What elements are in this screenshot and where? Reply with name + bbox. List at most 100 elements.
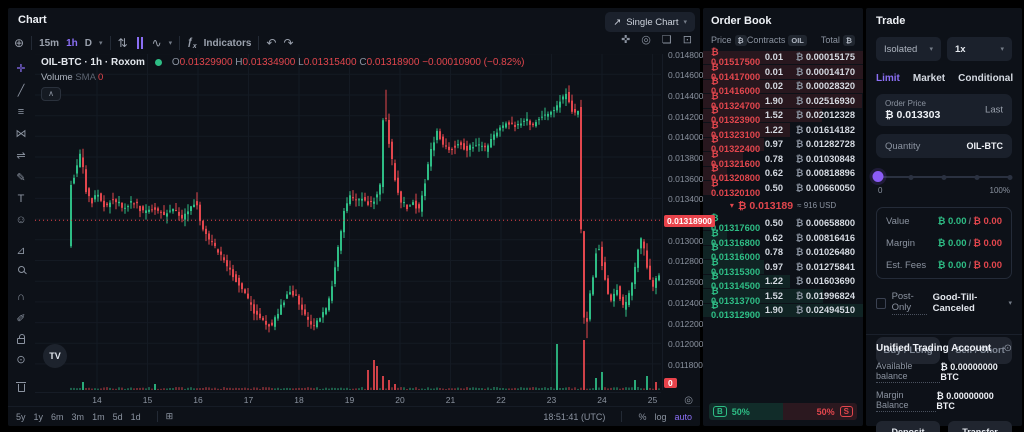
ask-row[interactable]: ₿ 0.01322400 0.97 ₿ 0.01282728 bbox=[703, 134, 863, 154]
slider-knob[interactable] bbox=[872, 171, 884, 182]
scale-auto[interactable]: auto bbox=[674, 411, 692, 422]
legend-collapse-button[interactable]: ∧ bbox=[41, 87, 61, 101]
fullscreen-icon[interactable]: ❏ bbox=[661, 34, 672, 46]
order-book-header: Order Book bbox=[703, 8, 863, 27]
pattern-tool[interactable]: ⋈ bbox=[15, 128, 27, 140]
chart-settings-icon[interactable]: ◎ bbox=[641, 34, 651, 46]
ask-row[interactable]: ₿ 0.01323900 1.52 ₿ 0.02012328 bbox=[703, 105, 863, 125]
scale-percent[interactable]: % bbox=[638, 411, 647, 422]
price-axis[interactable]: 0.01480000 0.01460000 0.01440000 0.01420000… bbox=[662, 50, 715, 390]
post-only-checkbox[interactable] bbox=[876, 297, 886, 309]
indicators-button[interactable]: Indicators bbox=[203, 37, 252, 49]
market-status-dot[interactable] bbox=[154, 59, 162, 66]
axis-settings-gear-icon[interactable]: ◎ bbox=[684, 395, 693, 406]
slider-step-dot[interactable] bbox=[1007, 174, 1013, 180]
single-chart-dropdown[interactable]: ↗ Single Chart ▾ bbox=[605, 12, 695, 32]
chart-panel: Chart ↗ Single Chart ▾ ⊕ 15m 1h D ▾ ⇅ ∿ … bbox=[8, 8, 715, 426]
range-5d[interactable]: 5d bbox=[112, 411, 123, 422]
quantity-slider[interactable] bbox=[872, 171, 1013, 182]
interval-1d[interactable]: D bbox=[84, 37, 92, 49]
position-tool[interactable]: ⇌ bbox=[16, 150, 26, 162]
bid-row[interactable]: ₿ 0.01316800 0.62 ₿ 0.00816416 bbox=[703, 228, 863, 248]
range-1y[interactable]: 1y bbox=[33, 411, 44, 422]
range-5y[interactable]: 5y bbox=[16, 411, 26, 422]
ask-row[interactable]: ₿ 0.01417000 0.01 ₿ 0.00014170 bbox=[703, 62, 863, 82]
buy-ratio-segment: B 50% bbox=[709, 403, 783, 420]
snapshot-camera-icon[interactable]: ⊡ bbox=[682, 34, 692, 46]
fib-tool[interactable]: ≡ bbox=[17, 106, 25, 118]
hide-tool[interactable]: ⊙ bbox=[16, 354, 26, 366]
ask-row[interactable]: ₿ 0.01517500 0.01 ₿ 0.00015175 bbox=[703, 47, 863, 67]
symbol-label[interactable]: OIL-BTC · 1h · Roxom bbox=[41, 57, 145, 68]
redo-icon[interactable]: ↷ bbox=[283, 36, 294, 50]
edit-lock-tool[interactable]: ✐ bbox=[16, 313, 26, 325]
chart-plot-area[interactable]: OIL-BTC · 1h · Roxom O0.01329900 H0.0133… bbox=[35, 54, 661, 390]
quantity-field[interactable]: Quantity OIL-BTC bbox=[876, 134, 1012, 158]
slider-step-dot[interactable] bbox=[974, 174, 980, 180]
price-axis-label: 0.01180000 bbox=[668, 360, 713, 370]
margin-mode-select[interactable]: Isolated ▾ bbox=[876, 37, 941, 61]
range-1d[interactable]: 1d bbox=[130, 411, 141, 422]
order-price-field[interactable]: Order Price ₿ 0.013303 Last bbox=[876, 94, 1012, 126]
magnet-tool[interactable]: ∩ bbox=[17, 291, 25, 303]
candle-style-icon[interactable] bbox=[134, 37, 145, 49]
time-axis[interactable]: 14 15 16 17 18 19 20 21 22 23 24 25 ◎ bbox=[35, 392, 693, 406]
bid-row[interactable]: ₿ 0.01314500 1.22 ₿ 0.01603690 bbox=[703, 271, 863, 291]
calendar-icon[interactable]: ⊞ bbox=[165, 411, 174, 421]
chevron-down-icon: ▾ bbox=[683, 19, 687, 26]
slider-step-dot[interactable] bbox=[941, 174, 947, 180]
tradingview-logo[interactable]: TV bbox=[43, 344, 67, 368]
mid-price-row[interactable]: ▾ ₿ 0.013189 ≈ 916 USD bbox=[729, 199, 837, 212]
ask-row[interactable]: ₿ 0.01416000 0.02 ₿ 0.00028320 bbox=[703, 76, 863, 96]
clock-utc[interactable]: 18:51:41 (UTC) bbox=[543, 411, 606, 422]
slider-step-dot[interactable] bbox=[908, 174, 914, 180]
trendline-tool[interactable]: ╱ bbox=[17, 85, 25, 97]
emoji-tool[interactable]: ☺ bbox=[15, 214, 27, 226]
interval-chevron-icon[interactable]: ▾ bbox=[98, 40, 103, 47]
style-chevron-icon[interactable]: ▾ bbox=[168, 40, 173, 47]
sell-short-button[interactable]: Sell / Short bbox=[948, 337, 1012, 364]
volume-value-badge: 0 bbox=[664, 378, 677, 388]
brush-tool[interactable]: ✎ bbox=[16, 172, 26, 184]
range-1m[interactable]: 1m bbox=[92, 411, 105, 422]
tab-limit[interactable]: Limit bbox=[876, 73, 900, 84]
time-axis-label: 22 bbox=[496, 395, 506, 405]
last-price-link[interactable]: Last bbox=[985, 104, 1003, 116]
bid-row[interactable]: ₿ 0.01313700 1.52 ₿ 0.01996824 bbox=[703, 286, 863, 306]
buy-long-button[interactable]: Buy / Long bbox=[876, 337, 940, 364]
lock-tool[interactable] bbox=[12, 334, 30, 344]
crosshair-tool[interactable]: ✛ bbox=[16, 63, 26, 75]
bid-row[interactable]: ₿ 0.01316000 0.78 ₿ 0.01026480 bbox=[703, 242, 863, 262]
eye-icon[interactable]: ⊙ bbox=[1003, 343, 1012, 354]
margin-balance-label: Margin Balance bbox=[876, 390, 937, 412]
ask-row[interactable]: ₿ 0.01324700 1.90 ₿ 0.02516930 bbox=[703, 91, 863, 111]
time-axis-label: 16 bbox=[193, 395, 203, 405]
compare-arrows-icon[interactable]: ⇅ bbox=[117, 36, 128, 50]
magnet-cursor-icon[interactable]: ✜ bbox=[621, 34, 631, 46]
range-3m[interactable]: 3m bbox=[71, 411, 85, 422]
trash-tool[interactable] bbox=[12, 382, 30, 392]
range-6m[interactable]: 6m bbox=[51, 411, 64, 422]
zoom-tool[interactable] bbox=[12, 266, 30, 273]
time-in-force-select[interactable]: Good-Till-Canceled ▾ bbox=[932, 292, 1012, 314]
ruler-tool[interactable]: ⊿ bbox=[16, 245, 26, 257]
line-style-icon[interactable]: ∿ bbox=[151, 36, 162, 50]
leverage-select[interactable]: 1x ▾ bbox=[947, 37, 1012, 61]
interval-1h-active[interactable]: 1h bbox=[66, 37, 78, 49]
bid-row[interactable]: ₿ 0.01315300 0.97 ₿ 0.01275841 bbox=[703, 257, 863, 277]
bid-row[interactable]: ₿ 0.01312900 1.90 ₿ 0.02494510 bbox=[703, 300, 863, 320]
undo-icon[interactable]: ↶ bbox=[266, 36, 277, 50]
tab-conditional[interactable]: Conditional bbox=[958, 73, 1014, 84]
interval-15m[interactable]: 15m bbox=[39, 37, 60, 49]
deposit-button[interactable]: Deposit bbox=[876, 421, 940, 432]
ask-row[interactable]: ₿ 0.01320100 0.50 ₿ 0.00660050 bbox=[703, 178, 863, 198]
ask-row[interactable]: ₿ 0.01323100 1.22 ₿ 0.01614182 bbox=[703, 120, 863, 140]
scale-log[interactable]: log bbox=[654, 411, 667, 422]
ask-row[interactable]: ₿ 0.01320800 0.62 ₿ 0.00818896 bbox=[703, 163, 863, 183]
text-tool[interactable]: T bbox=[17, 193, 25, 205]
ask-row[interactable]: ₿ 0.01321600 0.78 ₿ 0.01030848 bbox=[703, 149, 863, 169]
tab-market[interactable]: Market bbox=[912, 73, 946, 84]
fx-icon[interactable]: ƒx bbox=[187, 36, 197, 50]
transfer-button[interactable]: Transfer bbox=[948, 421, 1012, 432]
add-symbol-icon[interactable]: ⊕ bbox=[14, 36, 25, 50]
